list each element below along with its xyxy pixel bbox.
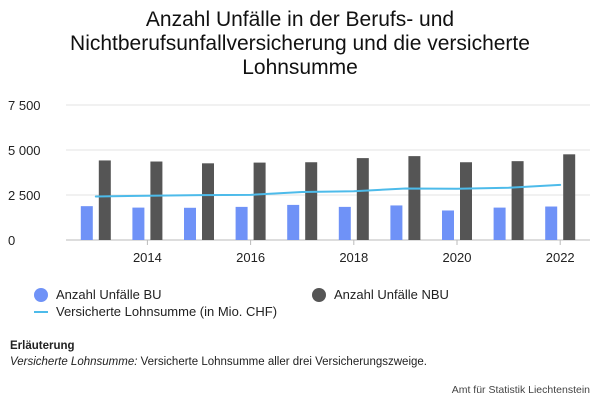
bar-bu xyxy=(545,206,558,240)
note-text: Versicherte Lohnsumme: Versicherte Lohns… xyxy=(10,356,427,368)
y-tick-label: 2 500 xyxy=(8,188,41,203)
bar-nbu xyxy=(460,162,472,240)
note-term: Versicherte Lohnsumme: xyxy=(10,356,138,368)
bar-nbu xyxy=(356,158,369,240)
bar-bu xyxy=(287,204,300,240)
legend-item-bu[interactable]: Anzahl Unfälle BU xyxy=(34,287,162,302)
legend-item-lohnsumme[interactable]: Versicherte Lohnsumme (in Mio. CHF) xyxy=(34,304,277,319)
x-tick-label: 2020 xyxy=(443,250,472,265)
bar-nbu xyxy=(408,156,421,240)
y-tick-label: 5 000 xyxy=(8,143,41,158)
line-lohnsumme xyxy=(94,183,562,198)
x-tick-label: 2014 xyxy=(133,250,162,265)
bar-bu xyxy=(390,205,403,240)
source-credit: Amt für Statistik Liechtenstein xyxy=(451,384,590,396)
legend-swatch-bu xyxy=(34,287,48,302)
legend-label-nbu: Anzahl Unfälle NBU xyxy=(334,287,449,302)
note-heading: Erläuterung xyxy=(10,340,75,352)
x-tick-label: 2018 xyxy=(339,250,368,265)
note-body: Versicherte Lohnsumme aller drei Versich… xyxy=(137,356,427,368)
x-tick-label: 2022 xyxy=(546,250,575,265)
legend-label-lohnsumme: Versicherte Lohnsumme (in Mio. CHF) xyxy=(56,304,278,319)
bar-nbu xyxy=(511,161,524,240)
bar-bu xyxy=(442,210,454,240)
legend-swatch-lohnsumme xyxy=(34,310,48,313)
x-tick-label: 2016 xyxy=(236,250,265,265)
legend-swatch-nbu xyxy=(312,287,326,302)
legend-label-bu: Anzahl Unfälle BU xyxy=(56,287,162,302)
bar-nbu xyxy=(253,162,266,240)
bar-bu xyxy=(338,206,351,240)
bar-bu xyxy=(132,207,145,240)
bar-bu xyxy=(235,206,248,240)
y-tick-label: 0 xyxy=(8,233,15,248)
bar-bu xyxy=(80,206,93,240)
bar-bu xyxy=(493,207,506,240)
bar-bu xyxy=(184,207,196,240)
bar-nbu xyxy=(563,154,576,240)
bar-nbu xyxy=(202,163,214,240)
y-tick-label: 7 500 xyxy=(8,98,41,113)
bar-nbu xyxy=(305,162,318,240)
chart-title: Anzahl Unfälle in der Berufs- und Nichtb… xyxy=(70,8,530,79)
legend-item-nbu[interactable]: Anzahl Unfälle NBU xyxy=(312,287,449,302)
bar-nbu xyxy=(98,160,111,240)
bar-nbu xyxy=(150,161,163,240)
